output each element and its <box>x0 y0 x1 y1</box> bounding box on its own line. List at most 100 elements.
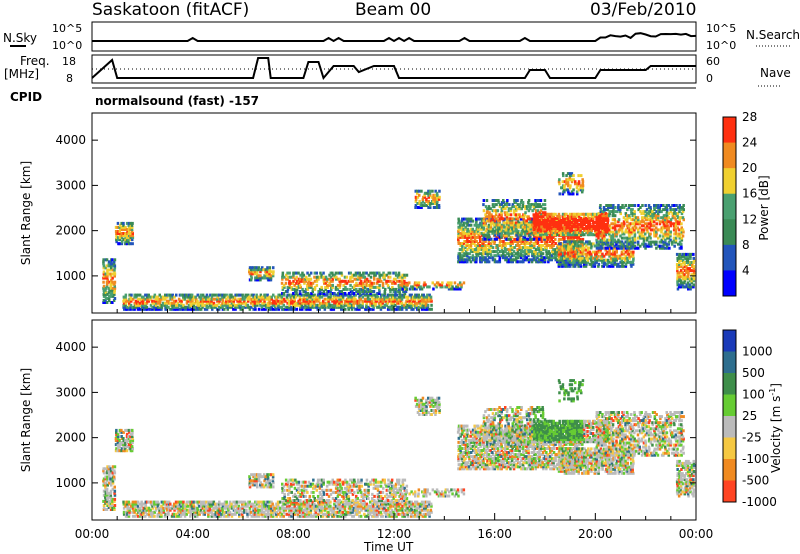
power-cell <box>533 258 536 262</box>
power-cell <box>414 189 417 193</box>
power-cell <box>680 236 683 240</box>
power-cell <box>435 285 438 289</box>
power-cell <box>482 240 485 243</box>
power-cell <box>403 290 406 293</box>
power-cell <box>237 303 241 307</box>
power-cell <box>606 238 609 242</box>
power-cell <box>527 246 530 250</box>
power-cell <box>420 295 424 299</box>
power-cell <box>575 227 579 231</box>
power-cell <box>357 292 360 295</box>
power-cell <box>470 217 473 221</box>
power-cell <box>482 246 486 250</box>
power-cell <box>423 202 426 205</box>
power-cell <box>510 235 514 239</box>
power-cell <box>565 174 568 178</box>
power-cell <box>577 235 581 239</box>
power-cell <box>492 221 496 225</box>
power-cell <box>669 222 672 226</box>
power-cell <box>368 290 372 293</box>
power-cell <box>595 246 599 250</box>
power-cell <box>558 260 561 264</box>
power-cell <box>535 229 538 233</box>
power-cell <box>511 242 514 245</box>
power-cell <box>678 273 681 277</box>
power-cell <box>458 254 462 258</box>
power-cell <box>362 292 365 295</box>
power-cell <box>310 283 313 287</box>
power-cell <box>624 246 628 250</box>
power-cell <box>109 264 112 268</box>
power-cell <box>620 228 624 232</box>
power-cell <box>322 275 325 279</box>
power-cell <box>174 307 178 311</box>
power-cell <box>422 293 425 297</box>
power-cell <box>246 303 249 307</box>
power-cell <box>132 297 135 301</box>
power-cell <box>391 285 394 289</box>
power-cell <box>151 301 154 305</box>
power-cell <box>107 297 111 300</box>
y-tick-label: 4000 <box>55 133 86 147</box>
power-cell <box>671 222 674 226</box>
power-cell <box>642 238 646 242</box>
power-cell <box>533 254 536 258</box>
power-cell <box>230 295 233 299</box>
power-cell <box>591 212 595 216</box>
power-cell <box>396 301 399 305</box>
power-cell <box>151 307 154 311</box>
power-cell <box>556 229 559 233</box>
power-cell <box>567 258 570 262</box>
power-cell <box>252 301 255 305</box>
power-cell <box>470 242 473 245</box>
power-cell <box>610 246 613 250</box>
power-cell <box>516 219 520 223</box>
power-cell <box>538 205 541 209</box>
power-cell <box>338 283 342 287</box>
power-cell <box>669 234 672 238</box>
power-cell <box>563 250 567 254</box>
power-cell <box>507 252 511 256</box>
power-cell <box>542 258 545 262</box>
power-cell <box>616 262 620 266</box>
power-cell <box>513 199 516 202</box>
velocity-cell <box>108 504 111 507</box>
power-cell <box>410 293 413 297</box>
power-cell <box>590 246 593 250</box>
power-cell <box>491 258 495 262</box>
power-cell <box>171 303 174 307</box>
power-cell <box>365 290 368 293</box>
power-cell <box>527 209 531 213</box>
power-cell <box>266 301 270 305</box>
power-cell <box>622 216 626 220</box>
power-cell <box>106 274 109 278</box>
power-cell <box>678 256 681 260</box>
power-cell <box>606 260 610 264</box>
power-cell <box>521 231 525 235</box>
power-cell <box>559 256 563 260</box>
power-cell <box>585 227 588 231</box>
power-cell <box>297 281 301 285</box>
power-cell <box>599 248 602 252</box>
power-cell <box>411 297 415 301</box>
power-cell <box>675 204 678 207</box>
power-cell <box>430 195 434 199</box>
power-cell <box>345 301 348 305</box>
power-cell <box>604 223 608 226</box>
power-cell <box>539 244 543 247</box>
power-cell <box>507 242 511 245</box>
power-cell <box>540 225 543 229</box>
power-cell <box>434 195 437 199</box>
power-cell <box>482 235 486 239</box>
power-cell <box>397 305 401 309</box>
power-cell <box>286 275 290 279</box>
power-cell <box>564 246 568 250</box>
power-cell <box>349 287 352 291</box>
power-cell <box>489 217 493 221</box>
power-cell <box>653 240 657 244</box>
power-cell <box>657 214 660 218</box>
power-cell <box>469 223 473 227</box>
power-cell <box>270 295 273 299</box>
power-cell <box>187 297 191 301</box>
power-cell <box>111 280 114 284</box>
